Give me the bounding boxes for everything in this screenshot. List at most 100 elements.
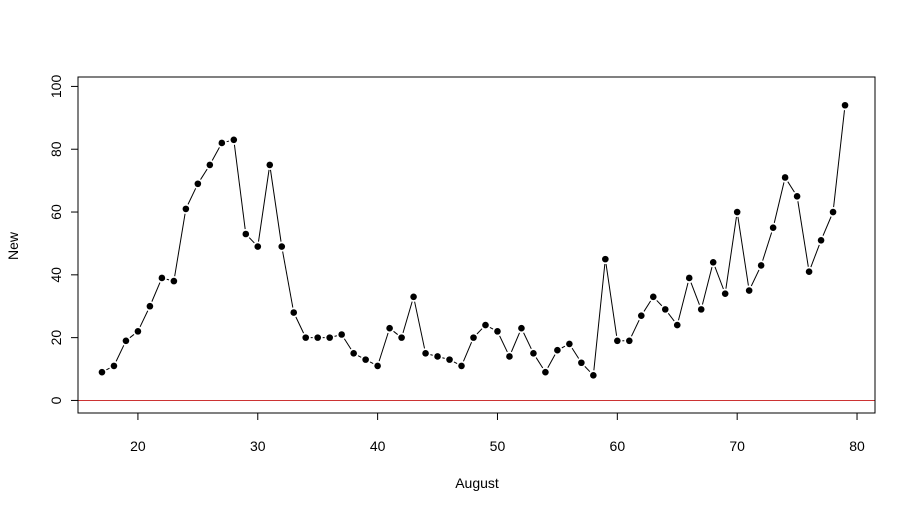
x-axis-title: August (455, 475, 499, 491)
data-point (434, 353, 441, 360)
series-segment (139, 310, 149, 328)
series-segment (643, 300, 652, 312)
data-point (745, 287, 753, 294)
series-segment (499, 335, 508, 353)
data-point (134, 328, 142, 335)
data-point (757, 262, 765, 269)
x-tick-label: 20 (130, 438, 146, 454)
data-point (314, 334, 321, 341)
series-segment (463, 342, 473, 362)
series-segment (430, 354, 433, 356)
series-segment (151, 282, 161, 302)
data-point (829, 208, 837, 216)
series-segment (797, 201, 809, 267)
series-segment (414, 301, 426, 349)
series-segment (258, 169, 270, 242)
y-tick-label: 40 (48, 267, 64, 283)
y-tick-label: 100 (48, 75, 64, 99)
x-tick-label: 50 (490, 438, 506, 454)
y-tick-label: 0 (48, 396, 64, 404)
series-segment (810, 244, 820, 268)
series-segment (187, 188, 197, 205)
data-point (637, 312, 645, 319)
series-segment (510, 332, 520, 353)
series-segment (773, 182, 785, 223)
data-point (482, 321, 489, 329)
data-point (326, 334, 333, 341)
data-point (374, 362, 381, 370)
x-tick-label: 60 (610, 438, 626, 454)
series-segment (822, 216, 832, 236)
y-axis: 0 20 40 60 80 100 (48, 75, 79, 404)
y-tick-label: 60 (48, 204, 64, 220)
data-point (661, 306, 669, 313)
data-point (685, 274, 693, 282)
data-point (290, 309, 298, 316)
series-segment (442, 357, 445, 359)
data-point (218, 139, 226, 147)
series-segment (535, 357, 544, 369)
data-point (793, 193, 801, 200)
y-tick-label: 20 (48, 330, 64, 346)
series-segment (402, 301, 413, 333)
series-segment (295, 316, 305, 334)
series-segment (334, 335, 337, 337)
series-segment (200, 168, 208, 180)
data-point (158, 274, 166, 282)
series-segment (667, 313, 675, 322)
data-point (530, 350, 537, 357)
data-point (446, 356, 453, 363)
plot-frame (77, 76, 876, 414)
series-segment (129, 334, 135, 339)
data-point (518, 324, 525, 332)
data-point (398, 334, 405, 341)
data-point (673, 321, 681, 329)
series-segment (690, 282, 700, 305)
data-point (254, 243, 262, 250)
series-segment (584, 366, 591, 373)
data-point (242, 230, 250, 238)
data-point (422, 350, 429, 357)
series-segment (714, 266, 724, 290)
series-segment (226, 140, 230, 143)
series-segment (725, 216, 737, 289)
data-point (410, 293, 417, 301)
data-point (769, 224, 777, 232)
data-point (805, 268, 813, 275)
data-point (230, 136, 238, 144)
data-point (709, 258, 717, 266)
series-segment (211, 147, 220, 161)
series-segment (737, 216, 749, 286)
data-point (98, 368, 106, 376)
series-segment (248, 237, 255, 244)
data-point (578, 359, 585, 367)
series-segment (453, 361, 458, 365)
data-point (146, 302, 154, 310)
data-point (614, 337, 621, 345)
series-layer (98, 101, 849, 379)
data-point (566, 340, 573, 348)
x-axis: 20 30 40 50 60 70 80 (130, 412, 865, 454)
data-point (338, 331, 345, 338)
data-point (170, 277, 178, 285)
y-tick-label: 80 (48, 141, 64, 157)
series-segment (787, 181, 795, 193)
series-segment (369, 361, 374, 365)
x-tick-label: 30 (250, 438, 266, 454)
data-point (733, 208, 741, 216)
y-axis-title: New (5, 231, 21, 260)
data-point (506, 353, 513, 360)
data-point (182, 205, 190, 213)
data-point (542, 368, 549, 376)
x-tick-label: 80 (849, 438, 865, 454)
series-segment (523, 332, 532, 350)
data-point (602, 255, 609, 263)
x-tick-label: 70 (729, 438, 745, 454)
data-point (206, 161, 214, 169)
series-segment (593, 264, 606, 371)
data-point (626, 337, 633, 345)
data-point (494, 328, 501, 335)
series-segment (571, 347, 580, 359)
series-segment (547, 354, 556, 369)
